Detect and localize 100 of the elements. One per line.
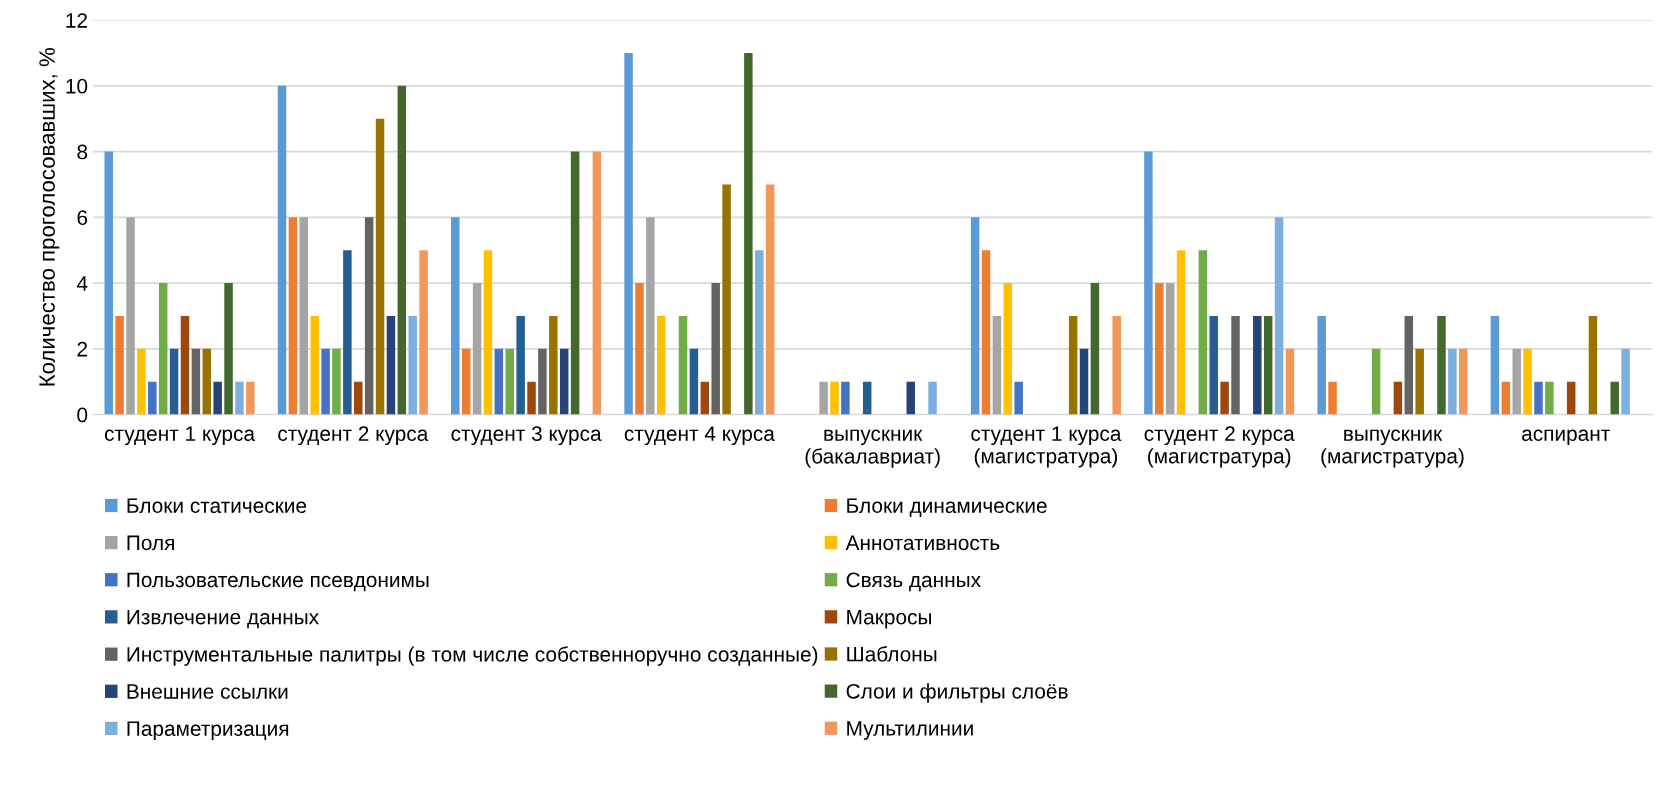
bar (624, 53, 633, 415)
bar (1393, 381, 1403, 415)
x-tick-label: выпускник (бакалавриат) (805, 429, 940, 468)
x-tick-label: студент 4 курса (624, 426, 775, 446)
bar (516, 315, 525, 415)
bar (722, 184, 731, 415)
legend-label: Шаблоны (847, 646, 937, 662)
bar (408, 315, 417, 415)
bar (1621, 348, 1630, 415)
y-tick-label: 8 (77, 144, 88, 160)
bar (1112, 315, 1121, 415)
bar (1512, 348, 1521, 415)
bar (830, 381, 839, 415)
bar (755, 250, 764, 415)
x-tick-label: студент 1 курса (104, 426, 256, 446)
bar (1371, 348, 1381, 415)
bar (246, 381, 255, 415)
x-tick-label: аспирант (1522, 429, 1610, 446)
y-tick-label: 2 (77, 341, 87, 357)
bar (224, 283, 233, 415)
bar (570, 151, 580, 415)
legend-label: Параметризация (127, 721, 289, 741)
bar (180, 315, 190, 415)
bar (646, 217, 655, 415)
bar (1220, 381, 1229, 415)
bar (1317, 315, 1326, 415)
bar (191, 348, 201, 415)
bar (1490, 315, 1500, 415)
bar (1415, 348, 1424, 415)
bar (343, 250, 352, 415)
y-tick-label: 0 (77, 407, 88, 423)
bar (549, 315, 558, 415)
bar (321, 348, 330, 415)
legend-label: Блоки динамические (847, 498, 1047, 517)
bar (700, 381, 710, 415)
bar (1253, 315, 1262, 415)
bar (765, 184, 775, 415)
bar (354, 381, 363, 415)
bar (1155, 283, 1164, 415)
y-tick-label: 6 (77, 210, 88, 226)
legend-label: Пользовательские псевдонимы (127, 572, 429, 592)
bar (235, 381, 244, 415)
bar (1566, 381, 1576, 415)
bar (538, 348, 547, 415)
bar (992, 315, 1002, 415)
legend-label: Инструментальные палитры (в том числе собственноручно созданные) (127, 646, 818, 666)
bar (928, 381, 937, 415)
bar (277, 85, 287, 415)
y-axis-title: Количество проголосовавших, % (39, 48, 60, 386)
bar (472, 283, 482, 415)
bar (678, 315, 688, 415)
bar (1231, 315, 1240, 415)
bar (126, 217, 135, 415)
bar (397, 85, 407, 415)
bar (744, 53, 753, 415)
legend-label: Связь данных (846, 572, 981, 592)
bar (332, 348, 341, 415)
bar (711, 283, 720, 415)
y-tick-label: 4 (76, 276, 88, 291)
bar (364, 217, 374, 415)
bar (1176, 250, 1186, 415)
bar (494, 348, 504, 415)
bar (1588, 315, 1598, 415)
bar (981, 250, 991, 415)
x-tick-label: выпускник (магистратура) (1321, 429, 1464, 468)
bar (1459, 348, 1468, 415)
bar (451, 217, 460, 415)
bar (104, 151, 113, 415)
legend-label: Макросы (847, 609, 931, 629)
legend-label: Мультилинии (847, 721, 973, 740)
bar (1209, 315, 1218, 415)
bar (419, 250, 428, 415)
bar (148, 381, 157, 415)
bar (375, 118, 385, 415)
bar (527, 381, 536, 415)
bar (1545, 381, 1554, 415)
bar (1437, 315, 1446, 415)
bar (1523, 348, 1532, 415)
bar (841, 381, 850, 415)
bar (137, 348, 146, 415)
bar (1014, 381, 1023, 415)
bar (656, 315, 666, 415)
bar (1144, 151, 1153, 415)
bar (1328, 381, 1337, 415)
bar (970, 217, 980, 415)
bar (1263, 315, 1273, 415)
bar (1610, 381, 1619, 415)
bar (288, 217, 298, 415)
bar (1090, 283, 1100, 415)
bar (1501, 381, 1511, 415)
bar (483, 250, 493, 415)
bar (158, 283, 168, 415)
bar (1404, 315, 1414, 415)
bar (461, 348, 471, 415)
bar (169, 348, 179, 415)
bar (213, 381, 222, 415)
bar (1003, 283, 1013, 415)
bar (1068, 315, 1078, 415)
bar (635, 283, 644, 415)
x-tick-label: студент 2 курса (278, 426, 429, 446)
